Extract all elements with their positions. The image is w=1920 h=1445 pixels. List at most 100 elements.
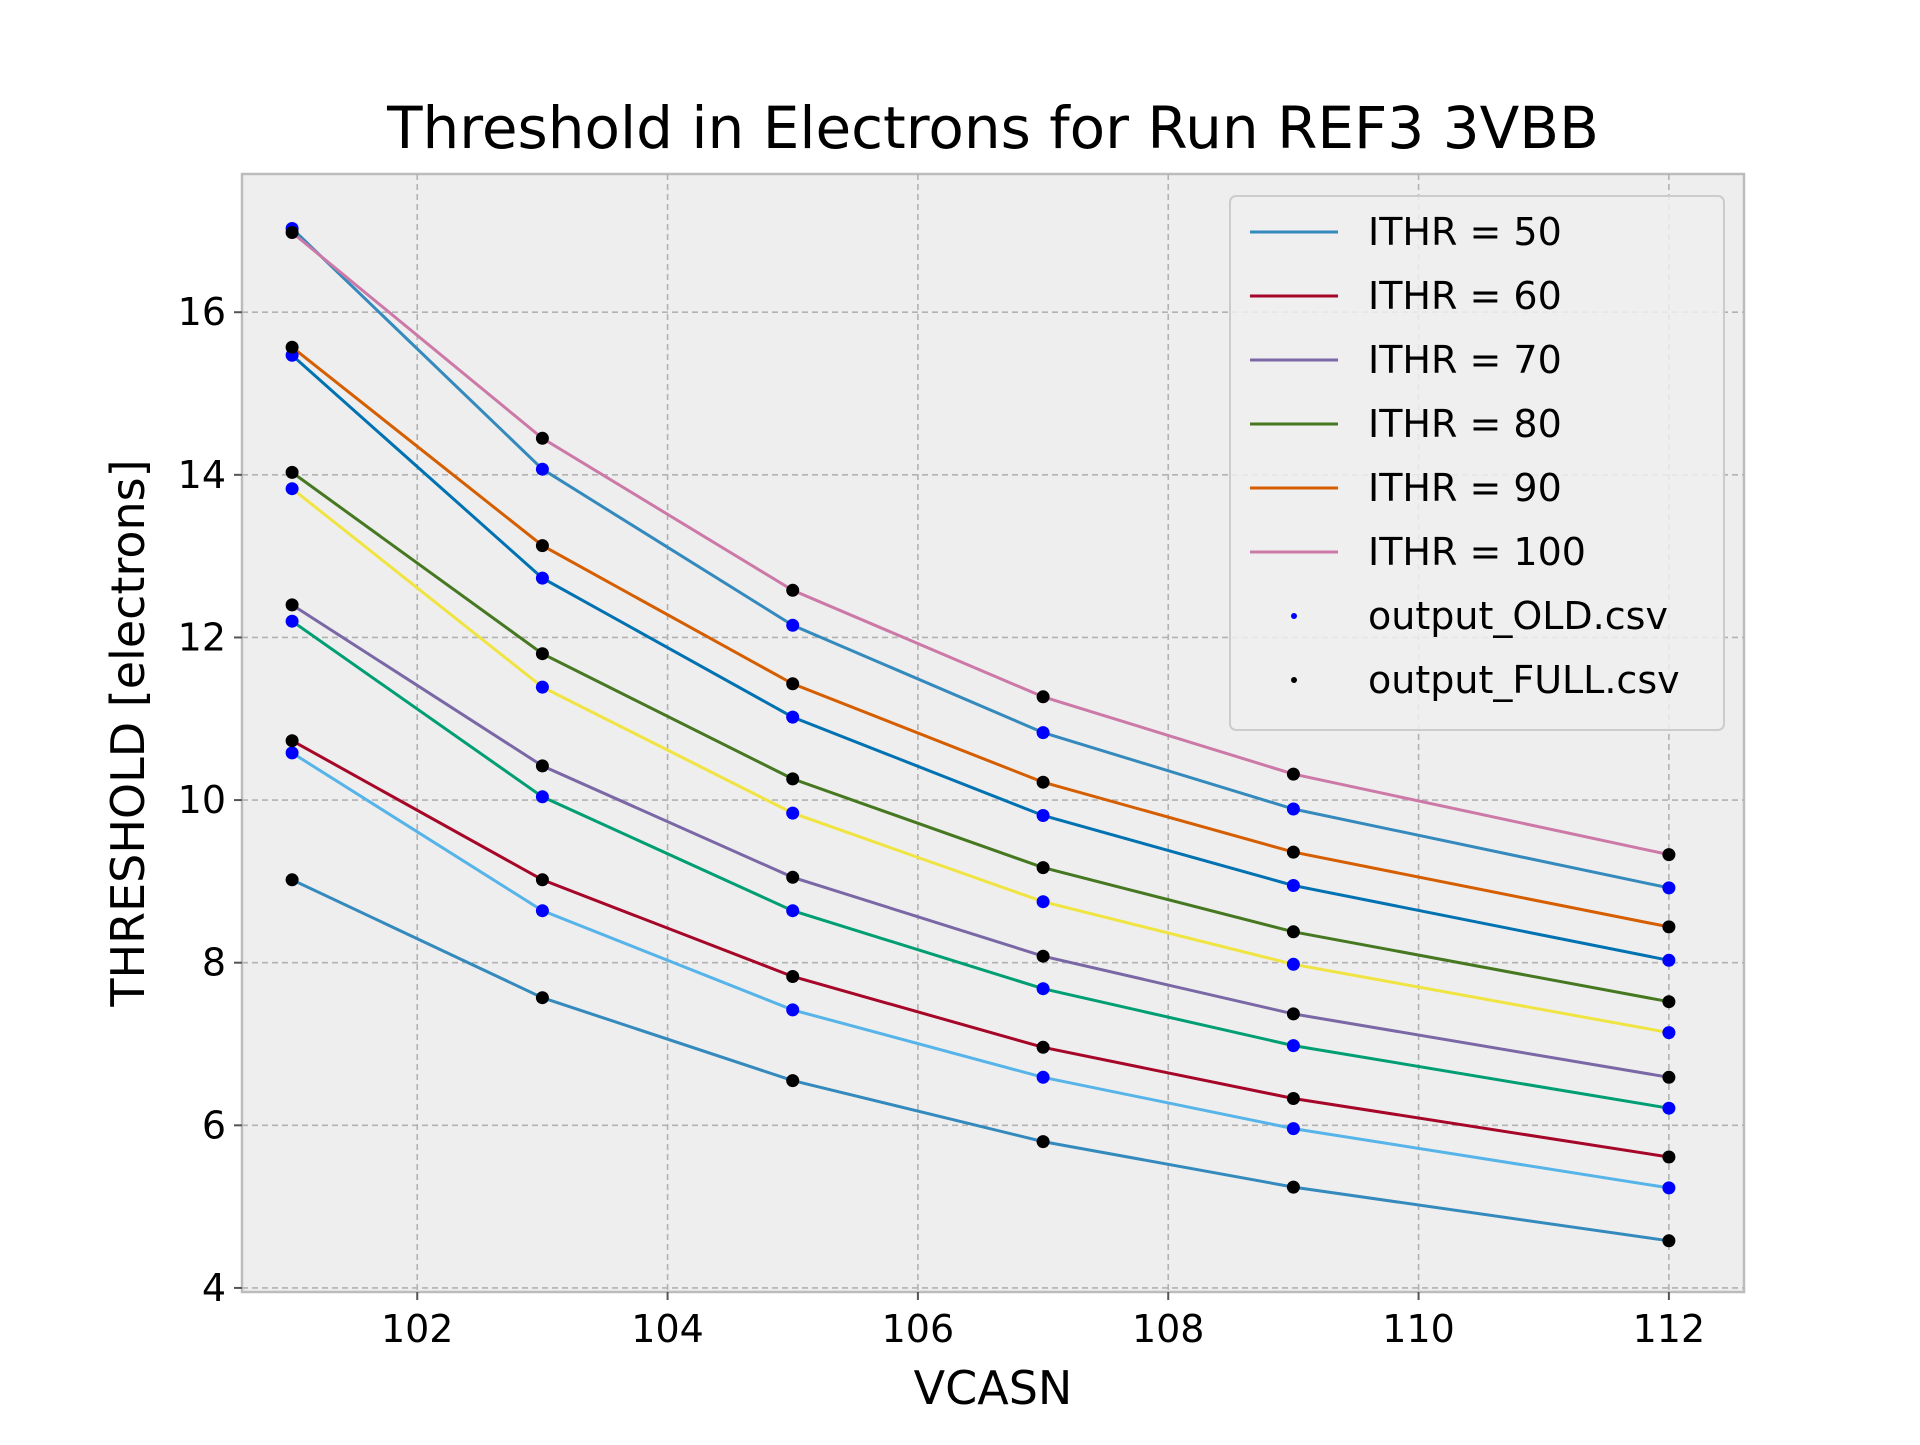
scatter-point-old <box>1662 1181 1676 1195</box>
scatter-point-old <box>1036 895 1050 909</box>
x-tick-label: 106 <box>882 1307 955 1351</box>
scatter-point-full <box>1662 1234 1676 1248</box>
series-line-10 <box>291 354 1670 962</box>
scatter-point-old <box>1286 1122 1300 1136</box>
x-axis-label: VCASN <box>914 1361 1073 1415</box>
scatter-point-old <box>1036 726 1050 740</box>
scatter-point-old <box>1036 809 1050 822</box>
y-tick-label: 14 <box>178 453 226 497</box>
scatter-point-old <box>786 618 800 632</box>
scatter-point-full <box>786 772 800 786</box>
y-axis-label: THRESHOLD [electrons] <box>101 459 155 1007</box>
scatter-point-full <box>535 647 549 661</box>
scatter-point-full <box>1036 775 1050 789</box>
scatter-point-full <box>1036 861 1050 875</box>
scatter-point-old <box>1286 879 1300 892</box>
scatter-point-old <box>1036 982 1050 996</box>
legend-label: ITHR = 60 <box>1368 274 1562 318</box>
scatter-point-old <box>786 1003 800 1017</box>
chart-title: Threshold in Electrons for Run REF3 3VBB <box>386 94 1599 162</box>
x-tick-label: 104 <box>631 1307 704 1351</box>
scatter-point-full <box>1662 995 1676 1009</box>
series-line-5 <box>291 346 1670 929</box>
scatter-point-full <box>535 759 549 773</box>
scatter-point-full <box>1286 1180 1300 1194</box>
series-line-7 <box>291 751 1670 1190</box>
axis-ticks: 102 104 106 108 110 112 4 6 8 10 12 14 16 <box>178 290 1706 1351</box>
series-line-3 <box>291 603 1670 1079</box>
series-line-8 <box>291 619 1670 1110</box>
legend: ITHR = 50 ITHR = 60 ITHR = 70 ITHR = 80 ITHR… <box>1229 195 1725 731</box>
legend-label: output_FULL.csv <box>1368 658 1680 702</box>
y-tick-label: 10 <box>178 778 226 822</box>
scatter-point-full <box>1286 925 1300 939</box>
scatter-point-full <box>1662 848 1676 862</box>
x-tick-label: 112 <box>1633 1307 1706 1351</box>
scatter-point-old <box>535 790 549 804</box>
scatter-point-full <box>285 465 299 479</box>
scatter-point-old <box>786 904 800 918</box>
series-line-9 <box>291 487 1670 1035</box>
y-tick-label: 4 <box>202 1266 226 1310</box>
series-line-11 <box>291 878 1670 1243</box>
scatter-point-old <box>1662 881 1676 895</box>
scatter-point-old <box>535 680 549 694</box>
scatter-point-old <box>535 904 549 918</box>
scatter-points <box>285 222 1676 1248</box>
y-tick-label: 6 <box>202 1103 226 1147</box>
x-tick-label: 102 <box>381 1307 454 1351</box>
scatter-point-full <box>786 870 800 884</box>
scatter-point-full <box>1662 1070 1676 1084</box>
scatter-point-full <box>1662 920 1676 934</box>
series-line-4 <box>291 471 1670 1004</box>
scatter-point-full <box>786 583 800 597</box>
scatter-point-old <box>1036 1070 1050 1084</box>
scatter-point-full <box>786 1074 800 1088</box>
scatter-point-full <box>1286 1007 1300 1021</box>
legend-dot-swatch <box>1291 613 1297 619</box>
scatter-point-full <box>535 991 549 1005</box>
scatter-point-old <box>1286 957 1300 971</box>
scatter-point-full <box>1036 1040 1050 1054</box>
scatter-point-full <box>535 873 549 887</box>
scatter-point-old <box>786 806 800 820</box>
y-tick-label: 16 <box>178 290 226 334</box>
scatter-point-full <box>1286 767 1300 781</box>
legend-label: ITHR = 90 <box>1368 466 1562 510</box>
scatter-point-old <box>285 746 299 760</box>
scatter-point-full <box>1036 1135 1050 1149</box>
scatter-point-old <box>1662 953 1676 967</box>
scatter-point-full <box>285 226 299 239</box>
series-line-2 <box>291 739 1670 1159</box>
x-tick-label: 108 <box>1132 1307 1205 1351</box>
scatter-point-full <box>786 677 800 691</box>
scatter-point-full <box>1286 845 1300 859</box>
scatter-point-full <box>535 431 549 445</box>
legend-label: ITHR = 100 <box>1368 530 1586 574</box>
series-line-6 <box>291 231 1670 857</box>
scatter-point-old <box>285 614 299 628</box>
legend-label: ITHR = 70 <box>1368 338 1562 382</box>
x-tick-label: 110 <box>1382 1307 1455 1351</box>
scatter-point-old <box>1286 1039 1300 1053</box>
scatter-point-old <box>285 482 299 496</box>
legend-label: ITHR = 80 <box>1368 402 1562 446</box>
y-tick-label: 12 <box>178 615 226 659</box>
y-tick-label: 8 <box>202 941 226 985</box>
scatter-point-full <box>786 970 800 983</box>
scatter-point-full <box>285 734 299 748</box>
series-line-1 <box>291 227 1670 890</box>
scatter-point-full <box>1662 1150 1676 1164</box>
scatter-point-full <box>285 340 299 354</box>
scatter-point-full <box>1036 949 1050 963</box>
legend-label: ITHR = 50 <box>1368 210 1562 254</box>
scatter-point-old <box>786 710 800 724</box>
scatter-point-full <box>1036 690 1050 704</box>
scatter-point-old <box>1286 802 1300 816</box>
scatter-point-old <box>535 462 549 476</box>
series-lines <box>291 227 1670 1243</box>
legend-dot-swatch <box>1291 677 1297 683</box>
scatter-point-old <box>535 571 549 585</box>
legend-box <box>1229 195 1725 731</box>
